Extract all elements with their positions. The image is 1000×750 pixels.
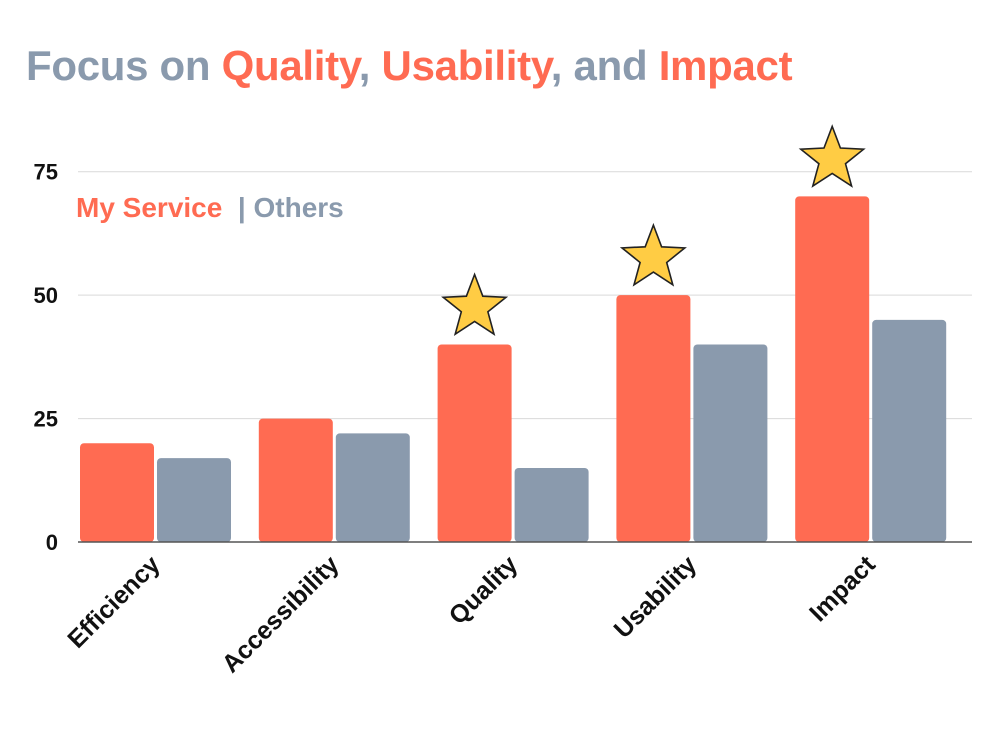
legend: My Service | Others xyxy=(76,192,344,223)
x-tick-label: Efficiency xyxy=(62,550,165,653)
y-axis-ticks: 0 25 50 75 xyxy=(34,160,58,555)
bar-others xyxy=(335,433,410,542)
title-segment: Focus on xyxy=(26,42,222,89)
star-icon xyxy=(619,222,687,287)
bar-others xyxy=(514,467,589,542)
bar-others xyxy=(693,344,768,542)
legend-item: Others xyxy=(254,192,344,223)
bar-my-service xyxy=(258,418,333,542)
title-segment: Quality xyxy=(221,42,359,89)
y-tick-label: 25 xyxy=(34,407,58,432)
bar-others xyxy=(872,319,947,542)
highlight-stars xyxy=(441,124,866,337)
bar-my-service xyxy=(616,295,691,542)
x-axis-labels: Efficiency Accessibility Quality Usability I… xyxy=(62,550,881,678)
title-segment: , xyxy=(358,42,382,89)
star-icon xyxy=(441,272,509,337)
y-tick-label: 50 xyxy=(34,283,58,308)
title-segment: Impact xyxy=(658,42,793,89)
x-tick-label: Accessibility xyxy=(217,550,345,678)
chart-title: Focus on Quality, Usability, and Impact xyxy=(26,38,793,94)
title-segment: Usability xyxy=(381,42,552,89)
bar-my-service xyxy=(80,443,154,542)
bar-others xyxy=(157,458,231,542)
bar-my-service xyxy=(795,196,870,542)
bar-my-service xyxy=(437,344,512,542)
bars xyxy=(80,196,947,542)
star-icon xyxy=(798,124,866,188)
x-tick-label: Usability xyxy=(609,550,703,644)
legend-item: My Service xyxy=(76,192,222,223)
x-tick-label: Quality xyxy=(444,550,524,630)
y-tick-label: 0 xyxy=(46,530,58,555)
x-tick-label: Impact xyxy=(804,550,881,627)
legend-item: | xyxy=(222,192,253,223)
title-segment: , and xyxy=(550,42,659,89)
y-tick-label: 75 xyxy=(34,160,58,185)
